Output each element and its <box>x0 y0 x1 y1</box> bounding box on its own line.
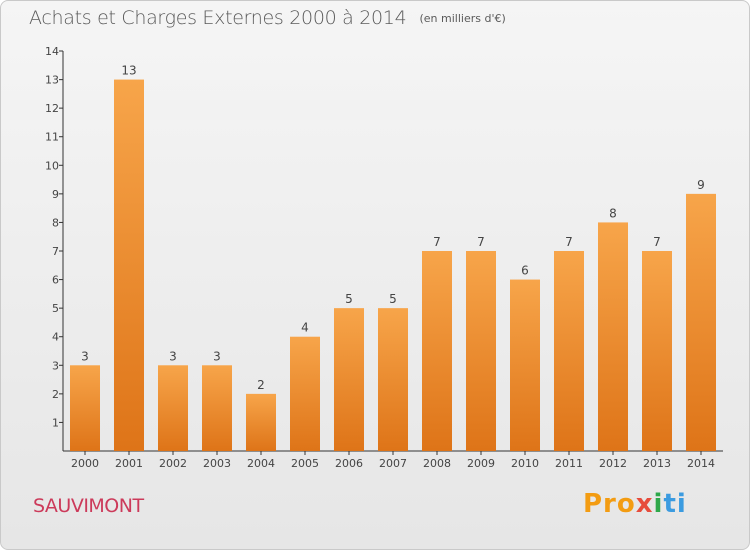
bar-2006 <box>334 308 364 451</box>
x-tick-label: 2007 <box>379 457 407 470</box>
bar-value-label: 7 <box>433 235 441 249</box>
y-tick-label: 13 <box>45 74 59 87</box>
x-tick-label: 2014 <box>687 457 715 470</box>
x-tick-label: 2013 <box>643 457 671 470</box>
logo-part: i <box>653 489 664 519</box>
chart-title-block: Achats et Charges Externes 2000 à 2014 (… <box>29 7 506 29</box>
bar-2003 <box>202 365 232 451</box>
x-tick-label: 2011 <box>555 457 583 470</box>
bar-value-label: 13 <box>121 64 136 78</box>
logo-part: ti <box>663 489 687 519</box>
chart-unit-note: (en milliers d'€) <box>419 12 506 25</box>
bar-2005 <box>290 336 320 451</box>
y-tick-label: 2 <box>52 388 59 401</box>
bar-value-label: 4 <box>301 321 309 335</box>
bar-2014 <box>686 193 716 451</box>
logo-part: x <box>635 489 654 519</box>
bar-value-label: 6 <box>521 264 529 278</box>
bar-2002 <box>158 365 188 451</box>
y-tick-label: 5 <box>52 302 59 315</box>
x-tick-label: 2004 <box>247 457 275 470</box>
bar-2013 <box>642 251 672 451</box>
x-tick-label: 2012 <box>599 457 627 470</box>
bar-value-label: 5 <box>389 292 397 306</box>
y-tick-label: 7 <box>52 245 59 258</box>
y-tick-label: 10 <box>45 159 59 172</box>
bar-value-label: 8 <box>609 206 617 220</box>
chart-title: Achats et Charges Externes 2000 à 2014 <box>29 7 407 29</box>
y-tick-label: 12 <box>45 102 59 115</box>
bar-2012 <box>598 222 628 451</box>
commune-name: SAUVIMONT <box>33 495 144 517</box>
x-tick-label: 2008 <box>423 457 451 470</box>
bar-value-label: 7 <box>565 235 573 249</box>
y-tick-label: 6 <box>52 274 59 287</box>
x-tick-label: 2001 <box>115 457 143 470</box>
bar-2000 <box>70 365 100 451</box>
y-tick-label: 9 <box>52 188 59 201</box>
bar-value-label: 7 <box>477 235 485 249</box>
bar-value-label: 3 <box>81 349 89 363</box>
bar-value-label: 2 <box>257 378 265 392</box>
bar-2011 <box>554 251 584 451</box>
x-tick-label: 2000 <box>71 457 99 470</box>
bar-value-label: 9 <box>697 178 705 192</box>
y-tick-label: 3 <box>52 359 59 372</box>
y-tick-label: 4 <box>52 331 59 344</box>
bar-2007 <box>378 308 408 451</box>
bar-2008 <box>422 251 452 451</box>
x-tick-label: 2003 <box>203 457 231 470</box>
bar-value-label: 5 <box>345 292 353 306</box>
logo-part: Pro <box>583 489 636 519</box>
x-tick-label: 2006 <box>335 457 363 470</box>
y-tick-label: 1 <box>52 416 59 429</box>
x-tick-label: 2005 <box>291 457 319 470</box>
bar-value-label: 3 <box>169 349 177 363</box>
proxiti-logo: Proxiti <box>583 489 687 519</box>
x-tick-label: 2002 <box>159 457 187 470</box>
y-tick-label: 14 <box>45 45 59 58</box>
x-tick-label: 2009 <box>467 457 495 470</box>
bar-2010 <box>510 279 540 451</box>
y-tick-label: 8 <box>52 216 59 229</box>
y-tick-label: 11 <box>45 131 59 144</box>
bar-2009 <box>466 251 496 451</box>
bar-value-label: 7 <box>653 235 661 249</box>
bar-value-label: 3 <box>213 349 221 363</box>
bar-2004 <box>246 393 276 451</box>
bar-2001 <box>114 79 144 452</box>
x-tick-label: 2010 <box>511 457 539 470</box>
